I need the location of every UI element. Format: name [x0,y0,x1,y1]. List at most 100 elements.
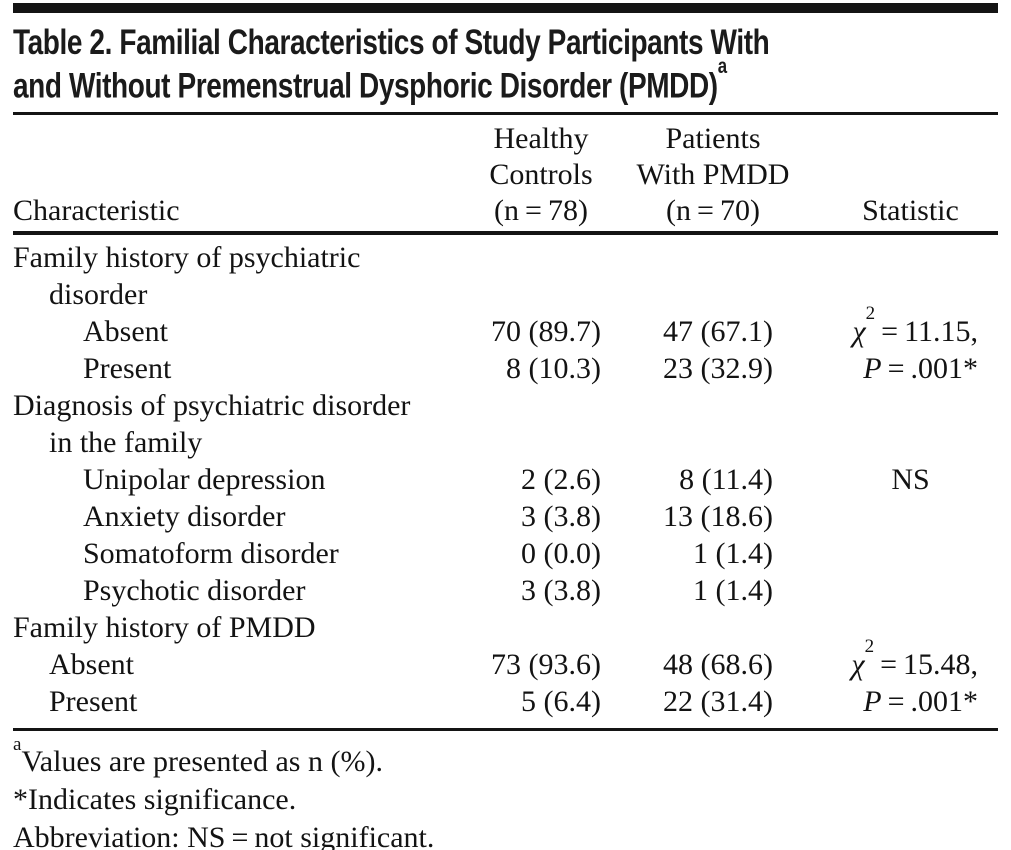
p-value-text: = .001* [881,684,978,718]
column-header-statistic: Statistic [862,193,959,227]
p-symbol: P [863,351,882,385]
table-row: Absent 70 (89.7) 47 (67.1) χ2 = 11.15, [13,304,998,350]
table-body: Family history of psychiatric disorder A… [13,235,998,720]
pmdd-value: 48 (68.6) [663,647,773,681]
pmdd-value [633,239,793,276]
row-label: Psychotic disorder [83,573,306,607]
controls-value [471,239,611,276]
table-title-line2: and Without Premenstrual Dysphoric Disor… [13,55,801,106]
controls-value [471,387,611,424]
table-header-row: Characteristic Healthy Controls (n = 78)… [13,121,998,229]
statistic-value [823,572,998,609]
row-label: Family history of PMDD [13,610,316,644]
row-label: Somatoform disorder [83,536,339,570]
table-row: Family history of PMDD [13,609,998,646]
statistic-value: χ2 = 15.48, [823,637,998,683]
table-row: in the family [13,424,998,461]
row-label: disorder [49,277,148,311]
controls-value [471,276,611,313]
chi-value-text: = 15.48, [874,647,978,681]
pmdd-value: 1 (1.4) [693,573,773,607]
row-label: Present [49,684,138,718]
title-footnote-marker: a [717,55,727,78]
row-label: Absent [83,314,168,348]
row-label: Diagnosis of psychiatric disorder [13,388,411,422]
table-row: Present 8 (10.3) 23 (32.9) P = .001* [13,350,998,387]
controls-value: 70 (89.7) [491,314,601,348]
footnote-significance: *Indicates significance. [13,782,297,816]
pmdd-value [633,276,793,313]
table-title: Table 2. Familial Characteristics of Stu… [13,25,801,105]
controls-value: 2 (2.6) [521,462,601,496]
column-header-characteristic: Characteristic [13,193,180,227]
table-title-line1: Table 2. Familial Characteristics of Stu… [13,23,770,62]
row-label: Family history of psychiatric [13,240,361,274]
table-title-line2-text: and Without Premenstrual Dysphoric Disor… [13,66,718,106]
row-label: Unipolar depression [83,462,326,496]
top-heavy-rule [13,3,998,13]
table-row: Unipolar depression 2 (2.6) 8 (11.4) NS [13,461,998,498]
controls-value: 3 (3.8) [521,499,601,533]
table-row: disorder [13,276,998,313]
pmdd-value [633,609,793,646]
row-label: in the family [49,425,203,459]
statistic-value [823,424,998,461]
rule-above-footnotes [13,727,998,731]
controls-value [471,609,611,646]
controls-value: 3 (3.8) [521,573,601,607]
healthy-header-line1: Healthy [493,121,589,155]
column-header-patients-pmdd: Patients With PMDD (n = 70) [633,121,793,229]
pmdd-value: 13 (18.6) [663,499,773,533]
pmdd-value [633,387,793,424]
footnote-marker-a: a [13,733,22,755]
table-row: Present 5 (6.4) 22 (31.4) P = .001* [13,683,998,720]
statistic-value: P = .001* [823,683,998,720]
statistic-value [823,609,998,646]
row-label: Present [83,351,172,385]
table-row: Psychotic disorder 3 (3.8) 1 (1.4) [13,572,998,609]
statistic-value: P = .001* [823,350,998,387]
table-row: Diagnosis of psychiatric disorder [13,387,998,424]
chi-symbol: χ [852,314,866,348]
table-row: Somatoform disorder 0 (0.0) 1 (1.4) [13,535,998,572]
controls-value: 8 (10.3) [506,351,601,385]
pmdd-header-n: (n = 70) [666,193,760,227]
statistic-value [823,387,998,424]
table-footnotes: aValues are presented as n (%). *Indicat… [13,733,998,850]
pmdd-value: 23 (32.9) [663,351,773,385]
pmdd-value: 1 (1.4) [693,536,773,570]
table-row: Anxiety disorder 3 (3.8) 13 (18.6) [13,498,998,535]
controls-value: 73 (93.6) [491,647,601,681]
chi-exponent: 2 [865,302,876,324]
table-row: Family history of psychiatric [13,239,998,276]
controls-value: 0 (0.0) [521,536,601,570]
rule-below-title [13,111,998,115]
pmdd-value: 8 (11.4) [679,462,773,496]
pmdd-value [633,424,793,461]
pmdd-value: 47 (67.1) [663,314,773,348]
pmdd-header-line1: Patients [665,121,761,155]
pmdd-value: 22 (31.4) [663,684,773,718]
pmdd-header-line2: With PMDD [636,157,790,191]
chi-exponent: 2 [864,635,875,657]
footnote-values-text: Values are presented as n (%). [21,744,383,778]
p-value-text: = .001* [881,351,978,385]
rule-below-header [13,230,998,235]
healthy-header-n: (n = 78) [494,193,588,227]
row-label: Absent [49,647,134,681]
p-symbol: P [863,684,882,718]
healthy-header-line2: Controls [489,157,593,191]
statistic-value [823,535,998,572]
statistic-value: NS [891,462,930,496]
column-header-healthy-controls: Healthy Controls (n = 78) [471,121,611,229]
row-label: Anxiety disorder [83,499,286,533]
statistic-value [823,239,998,276]
table-row: Absent 73 (93.6) 48 (68.6) χ2 = 15.48, [13,637,998,683]
controls-value [471,424,611,461]
footnote-abbreviation: Abbreviation: NS = not significant. [13,820,435,850]
chi-symbol: χ [851,647,865,681]
controls-value: 5 (6.4) [521,684,601,718]
statistic-value: χ2 = 11.15, [823,304,998,350]
footnote-values: aValues are presented as n (%). [13,733,998,781]
